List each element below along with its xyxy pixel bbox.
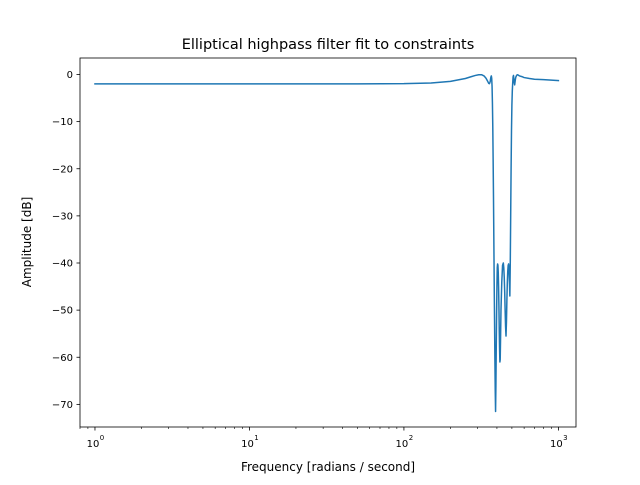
x-tick-label: 10: [550, 439, 563, 450]
x-tick-exponent: 0: [100, 434, 104, 442]
series-line-0: [94, 73, 560, 413]
plot-area-frame: [79, 57, 577, 428]
y-tick-label: −70: [52, 400, 73, 411]
y-tick-label: 0: [67, 70, 73, 81]
y-tick-label: −20: [52, 164, 73, 175]
y-axis-label: Amplitude [dB]: [20, 197, 34, 288]
x-tick-label: 10: [241, 439, 254, 450]
y-tick-label: −50: [52, 306, 73, 317]
y-tick-label: −40: [52, 259, 73, 270]
y-tick-label: −60: [52, 353, 73, 364]
y-tick-label: −10: [52, 117, 73, 128]
x-tick-exponent: 1: [254, 434, 258, 442]
x-tick-exponent: 2: [409, 434, 413, 442]
y-tick-label: −30: [52, 211, 73, 222]
x-tick-label: 10: [87, 439, 100, 450]
x-tick-label: 10: [396, 439, 409, 450]
chart-title: Elliptical highpass filter fit to constr…: [182, 37, 475, 53]
x-tick-exponent: 3: [563, 434, 567, 442]
x-axis-label: Frequency [radians / second]: [241, 460, 415, 474]
